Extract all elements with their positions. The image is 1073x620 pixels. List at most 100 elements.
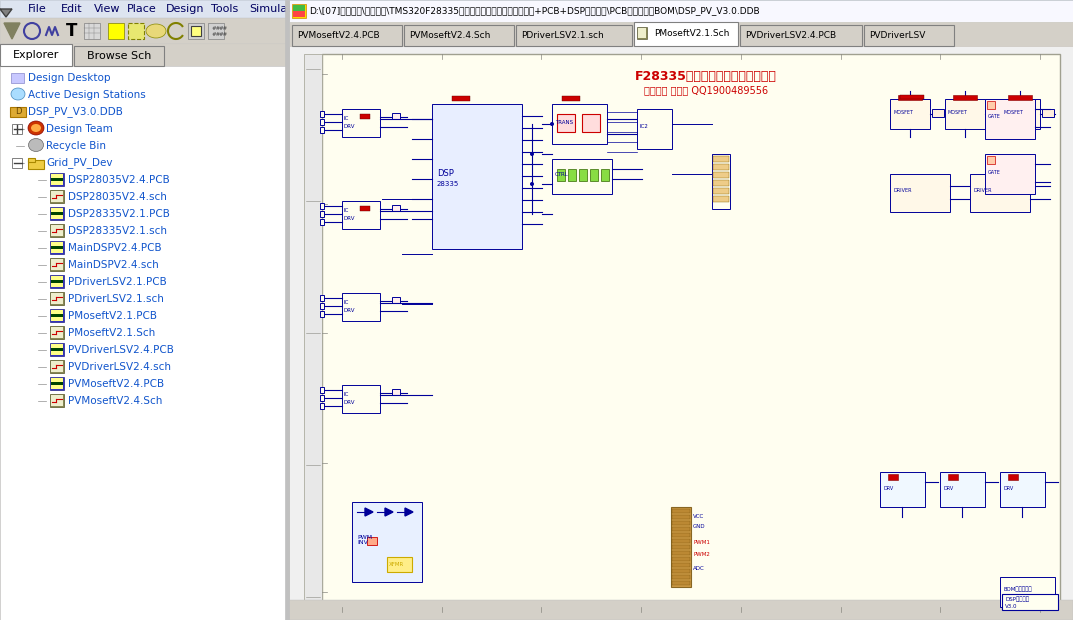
Bar [1042, 109, 1054, 117]
Bar [672, 563, 690, 567]
Bar [320, 211, 324, 217]
Text: PVMoseftV2.4.Sch: PVMoseftV2.4.Sch [409, 32, 490, 40]
Text: PWM1: PWM1 [693, 539, 710, 544]
Bar [712, 164, 729, 170]
Bar [672, 575, 690, 579]
Bar [289, 46, 1073, 620]
Bar [320, 395, 324, 401]
Bar [900, 95, 924, 99]
Text: PMoseftV2.1.Sch: PMoseftV2.1.Sch [655, 30, 730, 38]
Bar [52, 310, 63, 321]
Bar [52, 259, 63, 270]
Bar [128, 23, 144, 39]
Bar [672, 545, 690, 549]
Text: ADC: ADC [693, 567, 705, 572]
Bar [637, 27, 647, 39]
Bar [52, 327, 63, 338]
Text: MainDSPV2.4.PCB: MainDSPV2.4.PCB [68, 243, 162, 253]
Text: PDriverLSV2.1.sch: PDriverLSV2.1.sch [521, 32, 604, 40]
Bar [320, 303, 324, 309]
Bar [28, 160, 44, 169]
Text: DSP28035V2.4.sch: DSP28035V2.4.sch [68, 192, 167, 202]
Ellipse shape [29, 138, 44, 151]
Bar [568, 169, 576, 181]
Bar [672, 521, 690, 525]
Text: TRANS: TRANS [555, 120, 573, 125]
Text: MainDSPV2.4.sch: MainDSPV2.4.sch [68, 260, 159, 270]
Bar [557, 114, 575, 132]
Bar [985, 154, 1035, 194]
Bar [712, 156, 729, 162]
Bar [52, 174, 63, 185]
Text: DRV: DRV [1003, 485, 1013, 490]
Text: IC: IC [344, 117, 350, 122]
Bar [940, 472, 985, 507]
Ellipse shape [550, 122, 554, 126]
Text: Active Design Stations: Active Design Stations [28, 90, 146, 100]
Text: V3.0: V3.0 [1005, 603, 1017, 608]
Bar [361, 114, 370, 119]
Bar [864, 25, 954, 46]
Bar [452, 96, 470, 101]
Bar [367, 537, 377, 545]
Bar [293, 5, 305, 17]
Bar [52, 348, 63, 351]
Bar [712, 188, 729, 194]
Text: Edit: Edit [61, 4, 83, 14]
Bar [50, 190, 64, 203]
Bar [890, 174, 950, 212]
Bar [208, 23, 224, 39]
Text: PDriverLSV2.1.sch: PDriverLSV2.1.sch [68, 294, 164, 304]
Bar [1000, 99, 1040, 129]
Bar [405, 25, 514, 46]
Bar [52, 178, 63, 181]
Text: PVDriverLSV2.4.sch: PVDriverLSV2.4.sch [68, 362, 171, 372]
Bar [292, 4, 306, 18]
Bar [672, 515, 690, 519]
Bar [12, 158, 23, 168]
Bar [552, 104, 607, 144]
Text: GATE: GATE [988, 169, 1001, 174]
Bar [74, 46, 164, 66]
Bar [52, 395, 63, 406]
Bar [582, 114, 600, 132]
Bar [84, 23, 100, 39]
Bar [1002, 594, 1058, 610]
Text: PVDriverLSV2.4.PCB: PVDriverLSV2.4.PCB [68, 345, 174, 355]
Text: F28335电源专用开发板（逆变板）: F28335电源专用开发板（逆变板） [635, 69, 777, 82]
Bar [289, 600, 1073, 620]
Bar [932, 109, 944, 117]
Text: Help: Help [430, 4, 456, 14]
Bar [637, 109, 672, 149]
Bar [672, 581, 690, 585]
Text: VCC: VCC [693, 515, 704, 520]
Bar [28, 158, 35, 162]
Text: ##: ## [219, 25, 229, 30]
Text: DRV: DRV [344, 401, 355, 405]
Text: ##: ## [212, 25, 221, 30]
Bar [320, 119, 324, 125]
Text: MOSFET: MOSFET [949, 110, 968, 115]
Text: DSP: DSP [437, 169, 454, 179]
Bar [672, 551, 690, 555]
Bar [50, 292, 64, 305]
Bar [516, 25, 632, 46]
Text: DRV: DRV [943, 485, 953, 490]
Bar [672, 527, 690, 531]
Polygon shape [385, 508, 393, 516]
Bar [672, 539, 690, 543]
Bar [50, 275, 64, 288]
Text: GND: GND [693, 525, 706, 529]
Bar [562, 96, 580, 101]
Bar [50, 326, 64, 339]
Bar [52, 208, 63, 219]
Text: DSP28335V2.1.PCB: DSP28335V2.1.PCB [68, 209, 170, 219]
Bar [10, 107, 26, 117]
Bar [52, 212, 63, 215]
Text: PWM
INV: PWM INV [357, 534, 372, 546]
Bar [50, 394, 64, 407]
Bar [50, 343, 64, 356]
Text: IC: IC [344, 301, 350, 306]
Bar [342, 201, 380, 229]
Ellipse shape [530, 152, 534, 156]
